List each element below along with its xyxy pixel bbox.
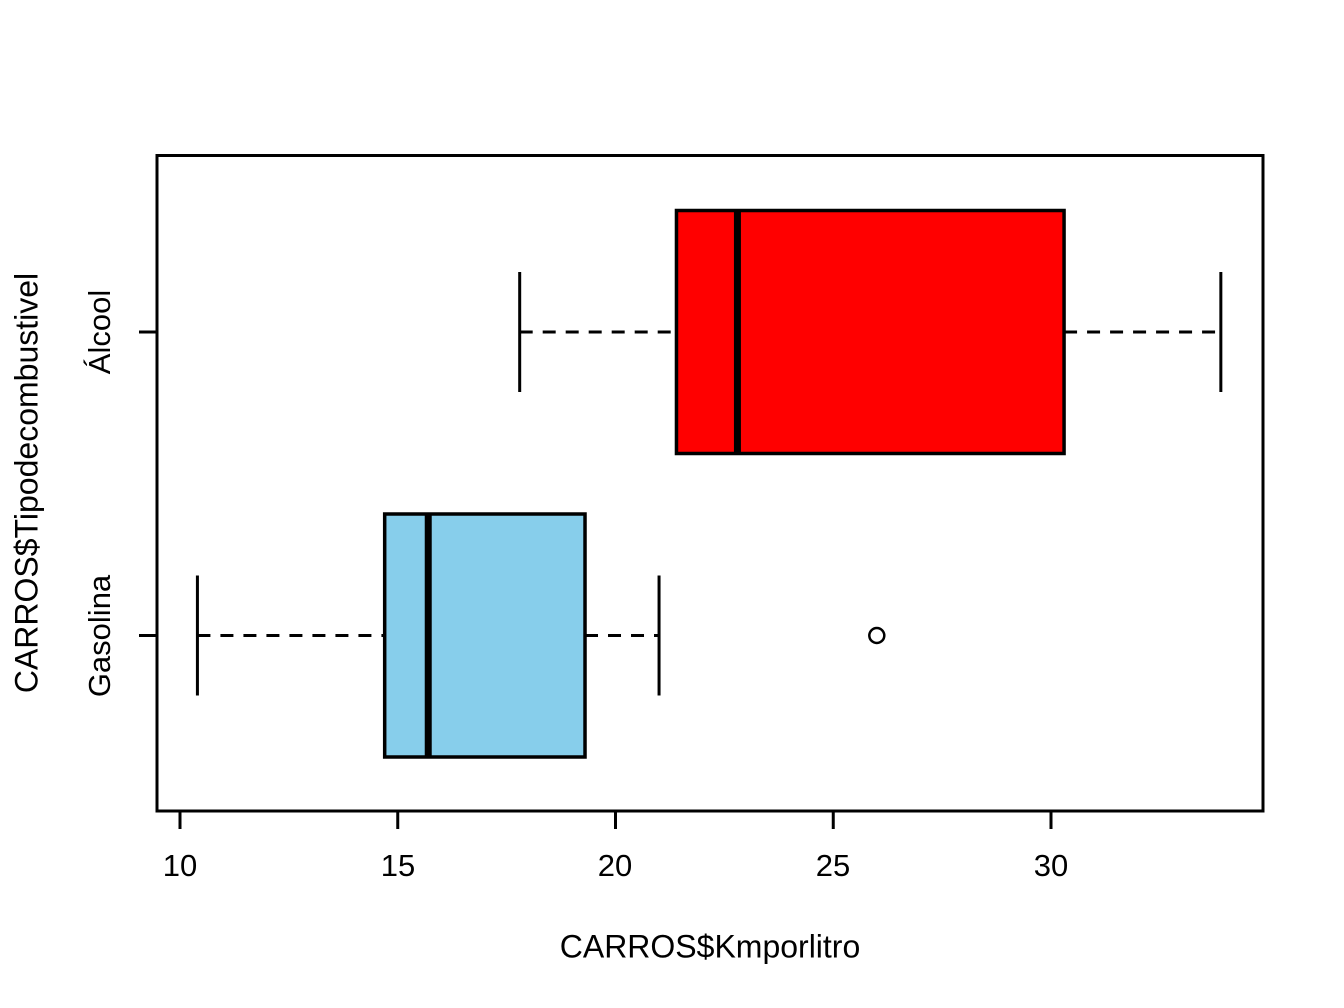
outlier-point-gasolina	[868, 626, 886, 645]
y-tick-label-gasolina: Gasolina	[82, 574, 117, 698]
x-tick-label-15: 15	[380, 848, 416, 883]
box-group-alcool	[518, 208, 1223, 456]
iqr-box-gasolina	[382, 512, 587, 759]
x-tick-label-25: 25	[815, 848, 851, 883]
iqr-box-alcool	[674, 208, 1066, 456]
x-axis-title: CARROS$Kmporlitro	[559, 928, 861, 965]
x-tick-label-30: 30	[1033, 848, 1069, 883]
x-tick-label-10: 10	[162, 848, 198, 883]
y-axis-title: CARROS$Tipodecombustivel	[8, 272, 45, 694]
box-group-gasolina	[195, 512, 886, 759]
axes	[139, 330, 1053, 829]
boxplot-marks	[195, 208, 1223, 759]
plot-border	[155, 154, 1265, 813]
y-tick-label-alcool: Álcool	[82, 289, 117, 375]
x-tick-label-20: 20	[597, 848, 633, 883]
